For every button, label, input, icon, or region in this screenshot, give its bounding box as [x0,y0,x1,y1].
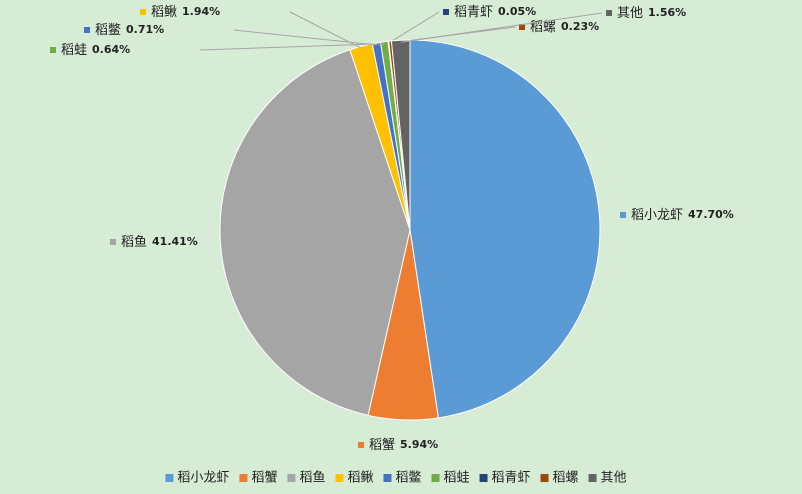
label-value: 0.23% [561,20,599,33]
legend-swatch [287,474,296,482]
label-name: 稻鱼 [121,234,147,250]
label-name: 稻螺 [530,20,556,35]
legend-swatch [479,474,488,482]
legend-swatch [383,474,392,482]
pie-slice [390,39,411,231]
legend-swatch [335,474,344,482]
label-name: 稻青虾 [454,5,493,20]
legend-swatch [165,474,174,482]
label-marker [519,24,525,30]
label-name: 稻蛙 [61,43,87,58]
legend-swatch [588,474,597,482]
legend-swatch [239,474,248,482]
legend-label: 稻螺 [553,471,579,486]
label-name: 稻小龙虾 [631,208,683,223]
legend-label: 其他 [601,471,627,486]
legend: 稻小龙虾 稻蟹 稻鱼 稻鳅 稻鳖 稻蛙 稻青虾 稻螺 其他 [165,470,627,486]
pie-slice [409,39,601,419]
legend-label: 稻小龙虾 [177,471,229,486]
label-value: 0.64% [92,43,130,56]
legend-label: 稻鳅 [347,471,373,486]
data-label: 其他 1.56% [617,6,686,21]
data-label: 稻鳅 1.94% [151,5,220,20]
label-name: 稻蟹 [369,438,395,453]
label-value: 1.56% [648,6,686,19]
label-name: 其他 [617,6,643,21]
leader-line [199,43,385,51]
label-value: 0.05% [498,5,536,18]
label-marker [358,442,364,448]
data-label: 稻鳖 0.71% [95,23,164,38]
legend-label: 稻鱼 [299,470,325,486]
label-value: 5.94% [400,438,438,451]
leader-line [289,11,362,49]
label-value: 47.70% [688,208,734,221]
leader-line [400,12,603,43]
legend-label: 稻蛙 [444,471,470,486]
data-label: 稻鱼 41.41% [121,234,198,250]
label-name: 稻鳖 [95,23,121,38]
label-value: 41.41% [152,235,198,248]
data-label: 稻蟹 5.94% [369,438,438,453]
legend-label: 稻鳖 [395,471,421,486]
pie-slice [219,49,411,416]
label-marker [443,9,449,15]
label-value: 1.94% [182,5,220,18]
legend-swatch [431,474,440,482]
leader-line [233,29,377,46]
label-marker [606,10,612,16]
label-name: 稻鳅 [151,5,177,20]
label-marker [84,27,90,33]
legend-swatch [540,474,549,482]
legend-label: 稻青虾 [492,471,531,486]
leader-line [388,11,440,44]
data-label: 稻青虾 0.05% [454,5,536,20]
label-marker [620,212,626,218]
data-label: 稻蛙 0.64% [61,43,130,58]
legend-label: 稻蟹 [251,471,277,486]
label-marker [110,239,116,245]
label-marker [50,47,56,53]
label-marker [140,9,146,15]
data-label: 稻螺 0.23% [530,20,599,35]
data-label: 稻小龙虾 47.70% [631,208,734,223]
label-value: 0.71% [126,23,164,36]
